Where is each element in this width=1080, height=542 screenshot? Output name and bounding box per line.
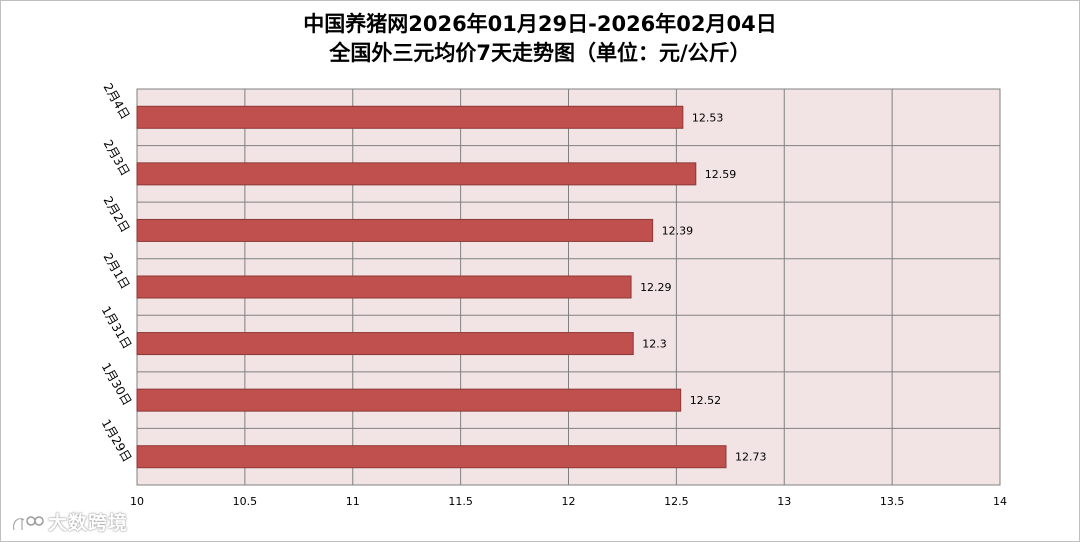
x-tick-label: 12 (562, 495, 576, 508)
value-label: 12.39 (662, 224, 694, 237)
watermark: 大数跨境 (10, 508, 128, 535)
chart-title: 中国养猪网2026年01月29日-2026年02月04日 (303, 12, 777, 36)
category-label: 2月3日 (101, 137, 133, 178)
y-axis-ticks: 2月4日 2月3日 2月2日 2月1日 1月31日 1月30日 1月29日 (99, 81, 135, 465)
watermark-logo-icon (12, 515, 44, 530)
category-label: 2月4日 (101, 81, 133, 122)
value-label: 12.73 (735, 451, 767, 464)
category-label: 2月2日 (101, 194, 133, 235)
bar (136, 388, 682, 412)
x-tick-label: 13.5 (880, 495, 905, 508)
chart-title-block: 中国养猪网2026年01月29日-2026年02月04日 全国外三元均价7天走势… (0, 10, 1080, 68)
watermark-text: 大数跨境 (48, 512, 129, 534)
x-tick-label: 14 (993, 495, 1007, 508)
category-label: 1月29日 (99, 417, 135, 465)
x-axis-ticks: 10 10.5 11 11.5 12 12.5 13 13.5 14 (130, 495, 1007, 508)
bar (136, 332, 634, 356)
category-label: 1月31日 (99, 304, 135, 352)
bar (136, 445, 727, 469)
gridlines (137, 89, 1000, 485)
bar (136, 275, 632, 299)
x-tick-label: 10.5 (233, 495, 258, 508)
bar (136, 218, 654, 242)
value-label: 12.29 (640, 281, 672, 294)
chart-subtitle: 全国外三元均价7天走势图（单位：元/公斤） (329, 41, 751, 65)
category-label: 1月30日 (99, 360, 135, 408)
value-label: 12.52 (690, 394, 722, 407)
x-tick-label: 11.5 (448, 495, 473, 508)
value-label: 12.53 (692, 111, 724, 124)
x-tick-label: 10 (130, 495, 144, 508)
value-label: 12.3 (642, 338, 667, 351)
bars (136, 105, 727, 469)
x-tick-label: 12.5 (664, 495, 689, 508)
value-label: 12.59 (705, 168, 737, 181)
value-labels: 12.53 12.59 12.39 12.29 12.3 12.52 12.73 (640, 111, 766, 463)
category-label: 2月1日 (101, 250, 133, 291)
bar (136, 162, 697, 186)
x-tick-label: 13 (777, 495, 791, 508)
bar (136, 105, 684, 129)
x-tick-label: 11 (346, 495, 360, 508)
